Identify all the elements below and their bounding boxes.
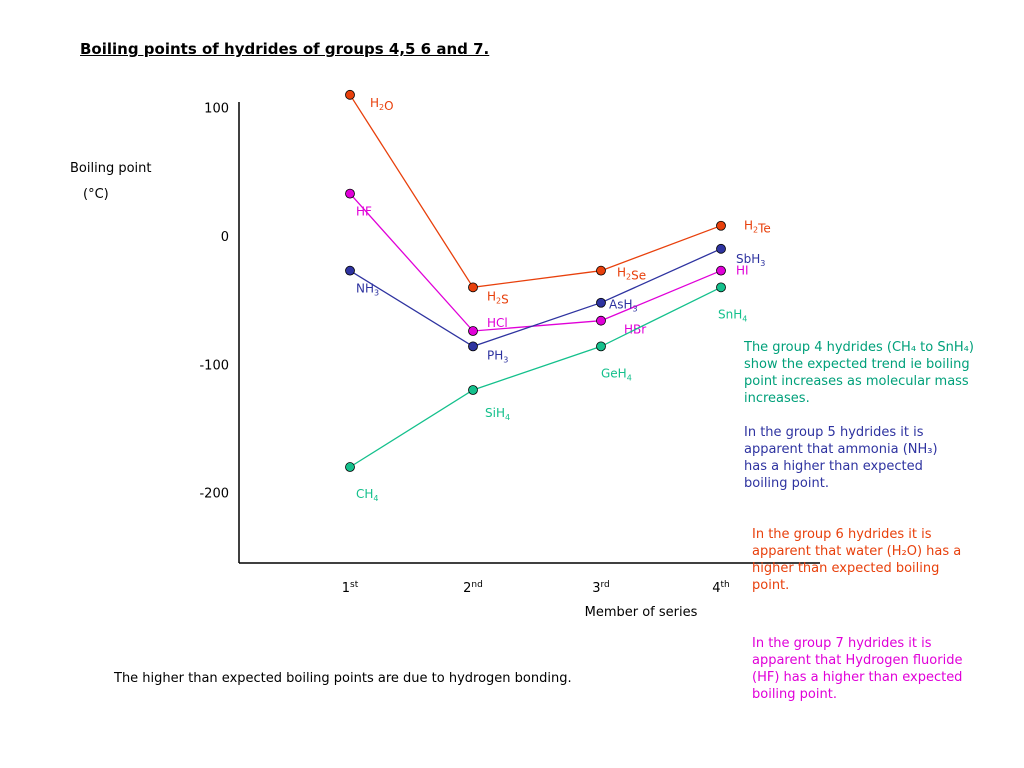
data-point	[716, 220, 726, 231]
note-group-7: In the group 7 hydrides it is apparent t…	[752, 636, 963, 702]
data-point	[716, 265, 726, 276]
data-point	[345, 89, 355, 100]
data-point	[596, 297, 606, 308]
x-tick-label: 1st	[342, 580, 359, 596]
y-tick-label: -100	[199, 358, 229, 373]
data-label: H2Se	[617, 266, 646, 283]
note-group-4: The group 4 hydrides (CH₄ to SnH₄) show …	[744, 340, 974, 406]
data-point	[345, 462, 355, 472]
x-tick-label: 3rd	[592, 580, 610, 596]
x-tick-label: 2nd	[463, 580, 483, 596]
data-point	[716, 282, 726, 293]
data-point	[345, 188, 355, 199]
y-axis-label: Boiling point	[70, 161, 152, 176]
data-label: H2O	[370, 96, 394, 113]
data-point	[596, 341, 606, 352]
data-label: H2Te	[744, 219, 771, 236]
data-point	[468, 385, 478, 395]
data-label: SbH3	[736, 252, 765, 268]
series-line-group-5	[349, 248, 722, 348]
y-tick-label: -200	[199, 487, 229, 502]
data-label: NH3	[356, 282, 379, 298]
data-label: SnH4	[718, 307, 747, 323]
data-point	[596, 265, 606, 276]
data-label: PH3	[487, 348, 508, 364]
series-line-group-6	[349, 94, 722, 288]
data-point	[468, 341, 478, 352]
data-label: GeH4	[601, 366, 632, 382]
data-label: H2S	[487, 289, 509, 306]
data-point	[468, 326, 478, 336]
series-line-group-7	[349, 193, 722, 332]
x-tick-label: 4th	[712, 580, 730, 596]
page-title: Boiling points of hydrides of groups 4,5…	[80, 40, 490, 58]
data-label: SiH4	[485, 406, 510, 422]
data-point	[468, 282, 478, 293]
data-point	[596, 315, 606, 326]
y-tick-label: 0	[221, 230, 229, 245]
note-group-6: In the group 6 hydrides it is apparent t…	[752, 527, 962, 593]
data-label: HI	[736, 264, 749, 278]
y-tick-label: 100	[204, 102, 229, 117]
footnote: The higher than expected boiling points …	[114, 671, 572, 686]
data-label: HCl	[487, 316, 508, 330]
data-point	[345, 265, 355, 276]
data-label: AsH3	[609, 298, 638, 314]
data-point	[716, 243, 726, 254]
x-axis-label: Member of series	[585, 605, 698, 620]
data-label: HF	[356, 205, 372, 219]
series-line-group-4	[349, 286, 722, 468]
note-group-5: In the group 5 hydrides it is apparent t…	[744, 425, 938, 491]
data-label: CH4	[356, 487, 379, 503]
y-axis-unit: (°C)	[83, 187, 109, 202]
